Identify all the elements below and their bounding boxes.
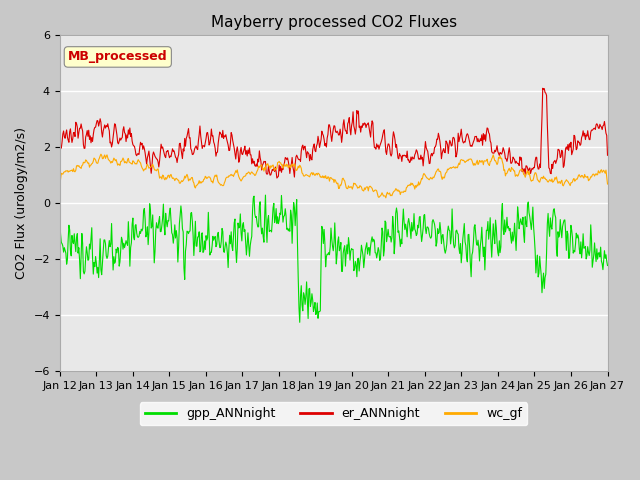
Title: Mayberry processed CO2 Fluxes: Mayberry processed CO2 Fluxes [211, 15, 457, 30]
Y-axis label: CO2 Flux (urology/m2/s): CO2 Flux (urology/m2/s) [15, 127, 28, 279]
Text: MB_processed: MB_processed [68, 50, 168, 63]
Legend: gpp_ANNnight, er_ANNnight, wc_gf: gpp_ANNnight, er_ANNnight, wc_gf [140, 402, 527, 425]
